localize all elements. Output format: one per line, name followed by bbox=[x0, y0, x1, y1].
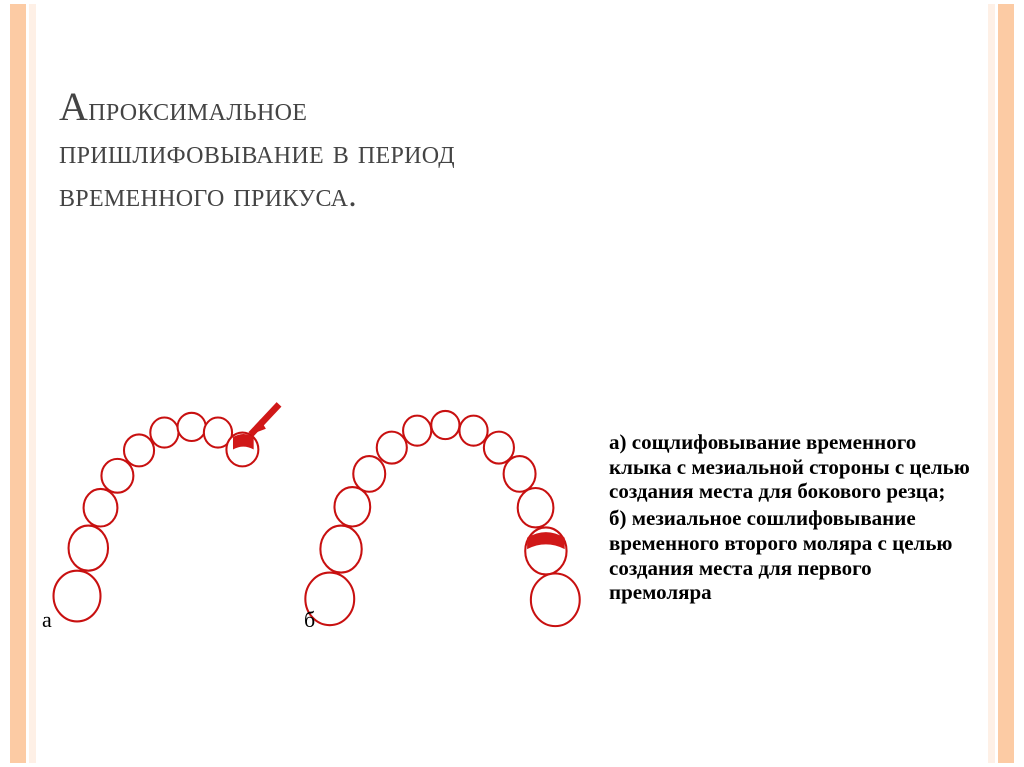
content-row: а б а) сощлифовывание временного клыка с… bbox=[46, 304, 978, 733]
description-a: а) сощлифовывание временного клыка с мез… bbox=[609, 430, 978, 504]
title-initial: А bbox=[59, 84, 88, 129]
accent-bar-left-inner bbox=[29, 4, 36, 763]
slide-title: Апроксимальное пришлифовывание в период … bbox=[59, 82, 965, 217]
title-line3: временного прикуса. bbox=[59, 175, 965, 218]
title-line1-rest: проксимальное bbox=[88, 91, 307, 128]
diagram-label-b: б bbox=[304, 607, 315, 633]
dental-arch-diagram: а б bbox=[46, 379, 591, 659]
description-b: б) мезиальное сошлифовывание временного … bbox=[609, 506, 978, 605]
diagram-label-a: а bbox=[42, 607, 52, 633]
title-line2: пришлифовывание в период bbox=[59, 132, 965, 175]
accent-bar-right-outer bbox=[998, 4, 1014, 763]
accent-bar-left-outer bbox=[10, 4, 26, 763]
description-text: а) сощлифовывание временного клыка с мез… bbox=[609, 430, 978, 607]
slide-frame: Апроксимальное пришлифовывание в период … bbox=[4, 4, 1020, 763]
accent-bar-right-inner bbox=[988, 4, 995, 763]
slide: Апроксимальное пришлифовывание в период … bbox=[0, 0, 1024, 767]
